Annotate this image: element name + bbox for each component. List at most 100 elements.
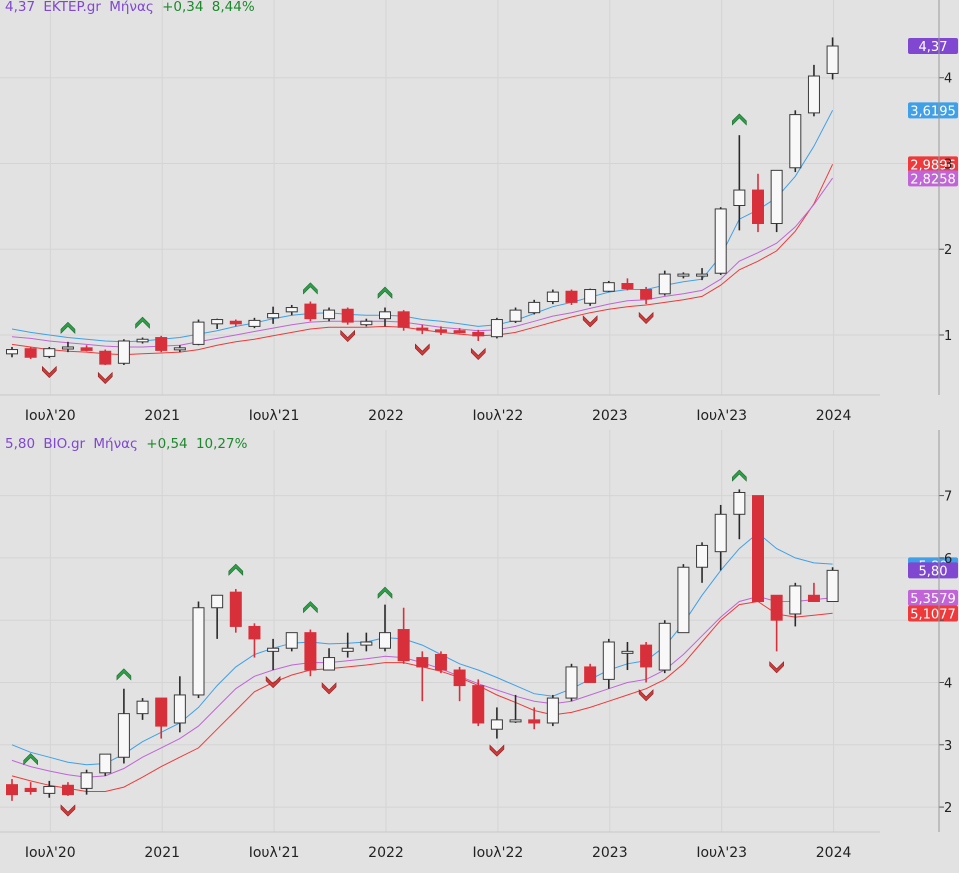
candle[interactable] [658, 270, 671, 296]
candle[interactable] [117, 339, 130, 365]
candle[interactable] [752, 173, 764, 233]
candle[interactable] [584, 663, 597, 683]
candle[interactable] [6, 346, 18, 358]
candle[interactable] [509, 307, 522, 323]
candle[interactable] [453, 666, 466, 702]
candle[interactable] [696, 268, 709, 281]
candle[interactable] [136, 698, 149, 720]
candle[interactable] [509, 694, 522, 723]
candle[interactable] [752, 495, 764, 603]
candle[interactable] [826, 37, 839, 80]
candle[interactable] [677, 272, 690, 279]
candle[interactable] [584, 288, 597, 306]
candle[interactable] [248, 317, 261, 329]
candle[interactable] [434, 326, 447, 335]
candle[interactable] [528, 299, 541, 315]
candle[interactable] [80, 769, 93, 795]
chart-panel-ektep[interactable]: 4,37 3,6195 2,9896 2,8258 1 2 3 4 Ιουλ'20 2021 Ιο… [0, 0, 959, 434]
candle[interactable] [490, 707, 503, 739]
candle[interactable] [621, 642, 634, 671]
candle[interactable] [341, 632, 354, 658]
candle[interactable] [621, 278, 634, 291]
candle[interactable] [248, 623, 261, 658]
candle[interactable] [6, 779, 18, 801]
candle[interactable] [80, 345, 93, 352]
candle-body [640, 644, 653, 668]
candle[interactable] [155, 335, 168, 353]
candle[interactable] [379, 604, 391, 652]
candle[interactable] [472, 679, 485, 727]
candle[interactable] [770, 594, 783, 652]
candle[interactable] [807, 64, 820, 117]
candle[interactable] [602, 638, 615, 689]
candle-body [434, 329, 447, 333]
candle[interactable] [61, 782, 74, 796]
candle[interactable] [546, 694, 559, 727]
candle[interactable] [565, 289, 578, 305]
candle[interactable] [789, 110, 802, 173]
candle[interactable] [229, 589, 242, 633]
candle[interactable] [789, 582, 802, 627]
candle[interactable] [24, 782, 37, 795]
candle[interactable] [565, 663, 578, 702]
candle[interactable] [397, 607, 410, 664]
candle[interactable] [696, 542, 709, 583]
candle[interactable] [173, 676, 186, 733]
candle[interactable] [341, 307, 354, 325]
candle[interactable] [453, 328, 466, 334]
candle[interactable] [117, 688, 130, 764]
candle[interactable] [546, 289, 559, 305]
candle[interactable] [24, 346, 37, 359]
candle[interactable] [416, 324, 429, 335]
candle[interactable] [61, 341, 74, 353]
candle[interactable] [416, 651, 429, 702]
candle[interactable] [192, 601, 205, 699]
candle-body [490, 719, 503, 730]
candle[interactable] [379, 307, 391, 327]
candle[interactable] [323, 648, 336, 671]
candle[interactable] [397, 310, 410, 331]
candle[interactable] [733, 489, 746, 540]
candle-body [826, 569, 839, 603]
candle[interactable] [434, 651, 447, 674]
candle[interactable] [714, 207, 727, 275]
candle[interactable] [229, 319, 242, 327]
candle[interactable] [733, 135, 746, 231]
candle[interactable] [99, 349, 112, 365]
candle[interactable] [360, 318, 373, 327]
candle[interactable] [640, 286, 653, 305]
candle[interactable] [285, 304, 298, 316]
candle[interactable] [360, 632, 373, 652]
candle[interactable] [807, 582, 820, 603]
candle[interactable] [136, 337, 149, 344]
candle[interactable] [43, 780, 56, 798]
candle[interactable] [714, 504, 727, 571]
candle[interactable] [677, 564, 690, 634]
candle[interactable] [211, 318, 224, 329]
candle[interactable] [155, 697, 168, 739]
candle[interactable] [304, 301, 317, 322]
candle[interactable] [826, 567, 839, 603]
candle[interactable] [211, 594, 224, 639]
candle[interactable] [304, 629, 317, 677]
candle[interactable] [658, 620, 671, 674]
candle[interactable] [285, 632, 298, 652]
candle[interactable] [602, 280, 615, 293]
candle[interactable] [43, 346, 56, 359]
candle[interactable] [528, 707, 541, 730]
candle[interactable] [640, 642, 653, 683]
candle-body [117, 713, 130, 758]
candle[interactable] [770, 169, 783, 233]
x-tick-label: Ιουλ'21 [249, 408, 300, 424]
candle[interactable] [99, 753, 112, 776]
candle[interactable] [472, 329, 485, 341]
candle[interactable] [173, 345, 186, 353]
candle[interactable] [267, 638, 280, 671]
candle[interactable] [490, 317, 503, 339]
candle[interactable] [323, 307, 336, 322]
candle[interactable] [267, 306, 280, 324]
candle[interactable] [192, 319, 205, 346]
